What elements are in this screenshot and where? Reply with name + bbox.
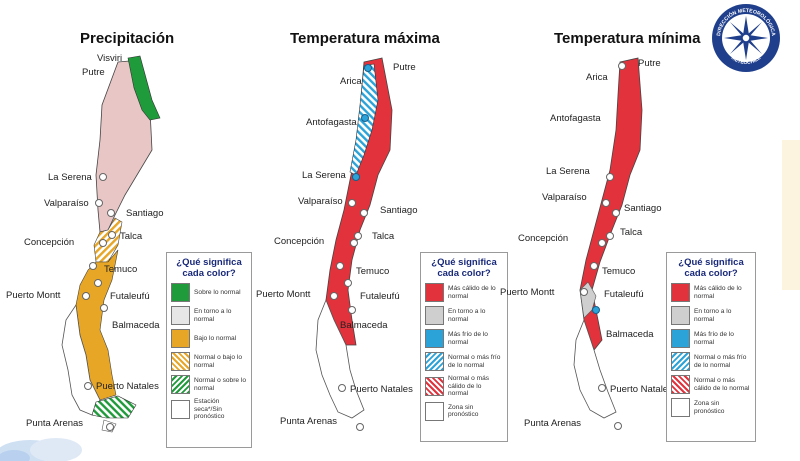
legend-item: Zona sin pronóstico [671,398,751,417]
city-label: Punta Arenas [26,418,84,429]
legend-item: Normal o sobre lo normal [171,375,247,394]
city-label: Temuco [356,266,390,277]
legend-item: Normal o más cálido de lo normal [425,375,503,398]
legend-item: Más cálido de lo normal [671,283,751,302]
legend-item: Más frío de lo normal [671,329,751,348]
max-temperature-title: Temperatura máxima [290,30,440,47]
city-label: Arica [586,72,608,83]
city-label: Antofagasta [306,117,357,128]
city-label: Balmaceda [340,320,388,331]
city-label: Temuco [104,264,138,275]
region-warmer [325,57,393,346]
min-temperature-panel: Temperatura mínima Putre Arica Antofagas… [500,0,780,461]
city-label: Concepción [24,237,75,248]
region-above-normal [127,55,161,121]
city-label: Concepción [274,236,325,247]
city-label: Puerto Natales [350,384,413,395]
city-label: Futaleufú [360,291,400,302]
city-label: Santiago [624,203,662,214]
city-label: Talca [120,231,143,242]
city-label: Concepción [518,233,569,244]
precipitation-legend: ¿Qué significa cada color? Sobre lo norm… [166,252,252,448]
city-label: Puerto Montt [6,290,61,301]
legend-item: En torno a lo normal [425,306,503,325]
legend-title: ¿Qué significa cada color? [678,257,744,279]
city-label: La Serena [546,166,590,177]
region-warmer [579,57,643,351]
legend-item: Normal o más frío de lo normal [425,352,503,371]
legend-item: Más cálido de lo normal [425,283,503,302]
city-label: Talca [620,227,643,238]
region-no-forecast [315,298,365,419]
city-label: Putre [82,67,105,78]
legend-item: Normal o bajo lo normal [171,352,247,371]
min-temperature-map [573,57,643,430]
city-label: Punta Arenas [280,416,338,427]
legend-item: Estación seca*/Sin pronóstico [171,398,247,421]
city-label: Valparaíso [44,198,89,209]
max-temperature-map [315,57,393,431]
legend-title: ¿Qué significa cada color? [176,257,242,279]
cloud-decoration [0,438,82,461]
city-label: Temuco [602,266,636,277]
legend-item: Más frío de lo normal [425,329,503,348]
city-label: Puerto Montt [500,287,555,298]
precipitation-panel: Precipitación Visviri Putre L [0,0,270,461]
max-temperature-panel: Temperatura máxima Putre Arica Antofagas… [256,0,530,461]
region-normal-or-below [93,217,123,263]
svg-text:METEOCHILE: METEOCHILE [730,55,763,66]
legend-item: En torno a lo normal [671,306,751,325]
city-label: Antofagasta [550,113,601,124]
side-decoration [782,140,800,290]
city-label: Puerto Montt [256,289,311,300]
legend-item: Zona sin pronóstico [425,401,503,421]
city-label: La Serena [302,170,346,181]
min-temperature-legend: ¿Qué significa cada color? Más cálido de… [666,252,756,442]
city-label: Santiago [126,208,164,219]
city-label: La Serena [48,172,92,183]
legend-item: Bajo lo normal [171,329,247,348]
city-label: Talca [372,231,395,242]
city-label: Futaleufú [604,289,644,300]
min-temperature-title: Temperatura mínima [554,30,701,47]
legend-item: En torno a lo normal [171,306,247,325]
region-below-normal [75,249,119,401]
meteochile-logo: DIRECCIÓN METEOROLÓGICA METEOCHILE [712,4,780,72]
precipitation-map [61,55,161,433]
city-label: Valparaíso [542,192,587,203]
region-no-forecast [573,318,617,419]
city-label: Punta Arenas [524,418,582,429]
city-label: Putre [638,58,661,69]
city-label: Puerto Natales [96,381,159,392]
precipitation-title: Precipitación [80,30,175,47]
legend-item: Normal o más cálido de lo normal [671,375,751,394]
legend-item: Normal o más frío de lo normal [671,352,751,371]
city-label: Balmaceda [606,329,654,340]
region-normal-or-above [91,395,137,419]
city-label: Putre [393,62,416,73]
city-label: Puerto Natales [610,384,673,395]
city-label: Balmaceda [112,320,160,331]
city-label: Arica [340,76,362,87]
city-label: Futaleufú [110,291,150,302]
city-label: Visviri [97,53,123,64]
city-label: Valparaíso [298,196,343,207]
max-temperature-legend: ¿Qué significa cada color? Más cálido de… [420,252,508,442]
city-label: Santiago [380,205,418,216]
logo-text-bottom: METEOCHILE [730,55,763,66]
legend-item: Sobre lo normal [171,283,247,302]
legend-title: ¿Qué significa cada color? [431,257,497,279]
